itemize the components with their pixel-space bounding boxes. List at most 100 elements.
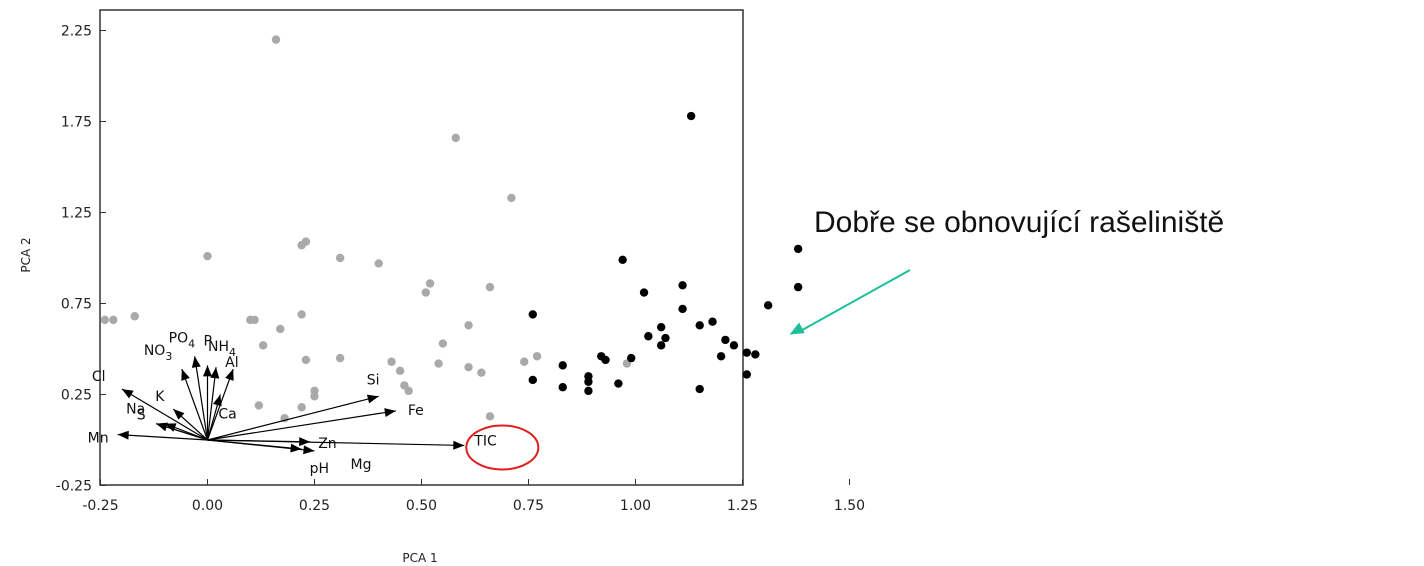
vector-arrowhead: [213, 395, 222, 407]
grey-point: [101, 316, 109, 324]
grey-point: [426, 279, 434, 287]
grey-point: [422, 288, 430, 296]
black-point: [708, 318, 716, 326]
grey-point: [520, 358, 528, 366]
black-point: [696, 385, 704, 393]
vector-label: K: [155, 389, 165, 405]
black-point: [678, 305, 686, 313]
grey-point: [336, 354, 344, 362]
grey-point: [302, 356, 310, 364]
vector-label: PO4: [169, 330, 195, 350]
black-point: [794, 283, 802, 291]
grey-point: [404, 387, 412, 395]
y-axis-label: PCA 2: [19, 237, 33, 272]
vector-label: TIC: [473, 433, 497, 449]
annotation-arrow: [800, 270, 910, 331]
grey-point: [396, 367, 404, 375]
black-point: [717, 352, 725, 360]
black-point: [696, 321, 704, 329]
vector-label: Mn: [88, 431, 109, 447]
black-point: [794, 245, 802, 253]
annotation-arrowhead: [790, 323, 805, 335]
grey-point: [533, 352, 541, 360]
x-axis-label: PCA 1: [402, 551, 437, 565]
grey-point: [259, 341, 267, 349]
black-point: [627, 354, 635, 362]
x-tick-label: 0.50: [406, 498, 437, 514]
black-point: [687, 112, 695, 120]
black-point: [601, 356, 609, 364]
x-tick-label: 1.50: [834, 498, 865, 514]
black-point: [657, 341, 665, 349]
grey-point: [464, 321, 472, 329]
grey-point: [272, 35, 280, 43]
x-tick-label: 1.25: [727, 498, 758, 514]
black-point: [640, 288, 648, 296]
grey-point: [439, 339, 447, 347]
x-tick-label: 0.25: [299, 498, 330, 514]
grey-point: [507, 194, 515, 202]
vector-arrowhead: [192, 356, 201, 368]
vector-arrowhead: [367, 395, 379, 404]
y-tick-label: 0.75: [61, 297, 92, 313]
black-point: [559, 383, 567, 391]
vector-line: [195, 356, 208, 440]
black-point: [657, 323, 665, 331]
black-point: [584, 378, 592, 386]
black-point: [678, 281, 686, 289]
vector-arrowhead: [181, 369, 189, 381]
y-tick-label: 1.75: [61, 115, 92, 131]
black-point: [764, 301, 772, 309]
grey-point: [203, 252, 211, 260]
vector-arrowhead: [303, 445, 314, 454]
vector-line: [182, 369, 208, 440]
black-point: [743, 348, 751, 356]
vector-arrowhead: [165, 423, 177, 431]
vector-label: Mg: [351, 457, 372, 473]
vector-label: Zn: [318, 436, 336, 452]
grey-point: [387, 358, 395, 366]
grey-point: [464, 363, 472, 371]
black-point: [529, 376, 537, 384]
vector-label: Fe: [408, 403, 424, 419]
vector-label: pH: [310, 461, 329, 477]
black-point: [559, 361, 567, 369]
y-tick-label: 0.25: [61, 388, 92, 404]
grey-point: [255, 401, 263, 409]
x-tick-label: -0.25: [82, 498, 118, 514]
grey-point: [434, 359, 442, 367]
grey-point: [297, 403, 305, 411]
black-point: [730, 341, 738, 349]
vector-label: Cl: [92, 369, 106, 385]
loading-vectors: MnNaSClKNO3PO4 PNH4AlCaSiFeZnMgpHTIC: [88, 330, 497, 477]
black-point: [743, 370, 751, 378]
x-tick-label: 1.00: [620, 498, 651, 514]
grey-point: [486, 283, 494, 291]
y-axis-ticks: 2.25 1.75 1.25 0.75 0.25 -0.25: [56, 24, 106, 495]
black-point: [584, 387, 592, 395]
grey-point: [375, 259, 383, 267]
black-point: [661, 334, 669, 342]
grey-point: [131, 312, 139, 320]
grey-point: [486, 412, 494, 420]
vector-arrowhead: [122, 389, 134, 398]
black-point: [644, 332, 652, 340]
grey-point: [250, 316, 258, 324]
vector-arrowhead: [210, 367, 219, 378]
x-tick-label: 0.75: [513, 498, 544, 514]
grey-point: [302, 237, 310, 245]
data-points: [101, 35, 803, 422]
vector-label: Si: [367, 372, 380, 388]
y-tick-label: 1.25: [61, 206, 92, 222]
grey-point: [310, 392, 318, 400]
vector-label: Al: [225, 355, 238, 371]
grey-point: [477, 368, 485, 376]
grey-point: [109, 316, 117, 324]
black-point: [529, 310, 537, 318]
grey-point: [336, 254, 344, 262]
annotation-text: Dobře se obnovující rašeliniště: [814, 206, 1224, 239]
vector-arrowhead: [384, 408, 396, 417]
grey-point: [452, 134, 460, 142]
vector-label: S: [137, 408, 146, 424]
